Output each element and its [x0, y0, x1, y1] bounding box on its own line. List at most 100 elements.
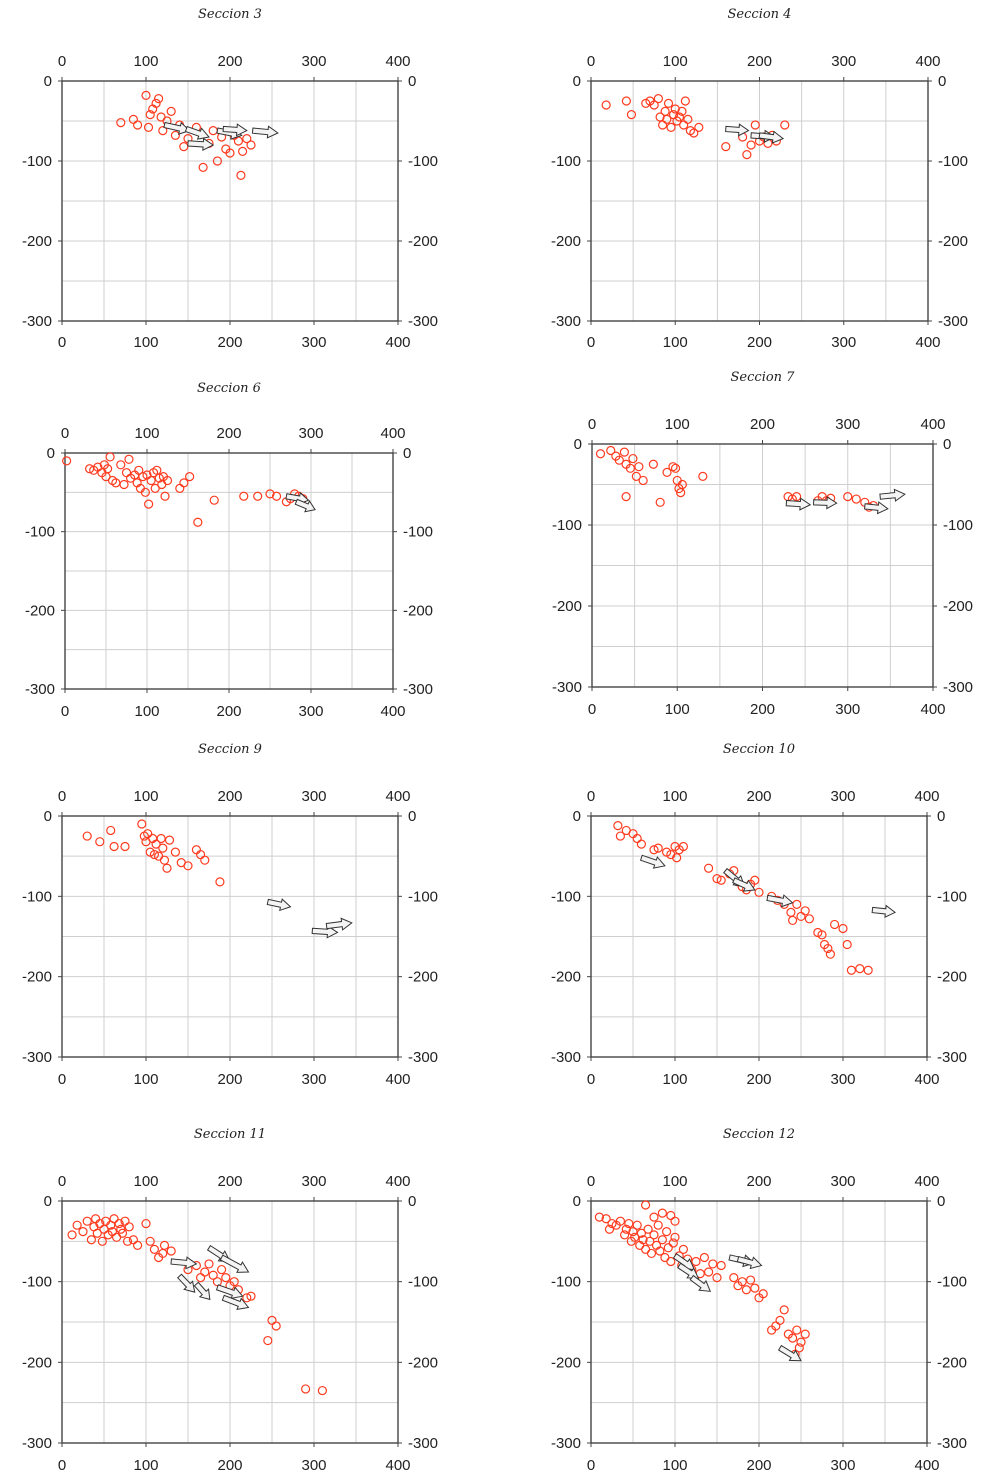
slip-vector-arrow: [879, 488, 906, 502]
hypocenter-point: [663, 98, 674, 109]
hypocenter-point: [225, 148, 235, 158]
y-tick-label-right: -200: [938, 233, 968, 250]
y-tick-label-left: -200: [551, 969, 581, 986]
y-tick-label-right: 0: [943, 436, 951, 453]
hypocenter-point: [703, 1267, 714, 1277]
hypocenter-point: [196, 1273, 206, 1283]
x-tick-label-top: 100: [133, 53, 158, 70]
panel-title: Seccion 11: [194, 1127, 266, 1142]
hypocenter-point: [674, 112, 685, 122]
x-tick-label-bottom: 300: [301, 1071, 326, 1088]
slip-vector-arrow: [758, 130, 785, 144]
hypocenter-point: [271, 1321, 281, 1331]
y-tick-label-left: 0: [574, 436, 582, 453]
y-tick-label-left: 0: [47, 445, 55, 462]
hypocenter-point: [838, 923, 848, 934]
y-tick-label-left: -100: [22, 1274, 52, 1291]
x-tick-label-bottom: 400: [914, 1457, 939, 1474]
x-tick-label-bottom: 0: [588, 701, 596, 718]
hypocenter-point: [134, 465, 144, 475]
y-tick-label-left: -200: [22, 1354, 52, 1371]
hypocenter-point: [800, 1329, 810, 1339]
x-tick-label-top: 200: [217, 1173, 242, 1190]
panel-title: Seccion 3: [198, 7, 262, 22]
hypocenter-point: [653, 1220, 663, 1230]
x-tick-label-bottom: 400: [385, 334, 410, 351]
slip-vector-arrow: [736, 1255, 763, 1270]
x-tick-label-top: 0: [58, 788, 66, 805]
hypocenter-point: [164, 835, 175, 845]
panel-title: Seccion 7: [731, 370, 796, 385]
hypocenter-point: [698, 471, 708, 481]
hypocenter-point: [253, 491, 263, 501]
hypocenter-point: [159, 855, 170, 865]
slip-vector-arrow: [689, 1274, 712, 1292]
hypocenter-point: [128, 114, 138, 125]
hypocenter-point: [208, 1270, 218, 1280]
hypocenter-point: [804, 914, 815, 924]
hypocenter-point: [156, 833, 166, 844]
x-tick-label-bottom: 400: [385, 1071, 410, 1088]
hypocenter-point: [607, 1218, 617, 1229]
x-tick-label-top: 100: [133, 788, 158, 805]
y-tick-label-left: -300: [22, 1049, 52, 1066]
grid: [591, 816, 927, 1057]
hypocenter-point: [236, 170, 246, 180]
hypocenter-point: [242, 1293, 252, 1303]
hypocenter-point: [829, 919, 840, 930]
hypocenter-point: [630, 1232, 640, 1242]
hypocenter-point: [666, 122, 676, 133]
y-tick-label-left: -100: [552, 517, 582, 534]
y-tick-label-left: 0: [573, 73, 581, 90]
y-tick-label-left: -100: [551, 888, 581, 905]
hypocenter-point: [82, 831, 92, 841]
y-tick-label-right: -200: [937, 1354, 967, 1371]
hypocenter-point: [792, 899, 802, 909]
x-tick-label-top: 100: [662, 788, 687, 805]
x-tick-label-top: 0: [587, 788, 595, 805]
panel-title: Seccion 9: [198, 742, 262, 757]
hypocenter-point: [663, 1243, 673, 1253]
hypocenter-point: [156, 112, 166, 122]
x-tick-label-bottom: 100: [134, 703, 159, 720]
x-tick-label-top: 200: [746, 1173, 771, 1190]
hypocenter-point: [72, 1220, 82, 1230]
slip-vectors: [163, 121, 279, 151]
hypocenter-points: [594, 1200, 810, 1359]
hypocenter-point: [680, 96, 690, 106]
hypocenter-point: [712, 874, 722, 884]
hypocenter-point: [843, 492, 853, 502]
hypocenter-point: [613, 821, 623, 831]
hypocenter-point: [655, 497, 665, 507]
hypocenter-point: [716, 875, 726, 885]
x-tick-label-top: 400: [380, 425, 405, 442]
slip-vectors: [285, 491, 316, 513]
hypocenter-point: [116, 1224, 126, 1234]
hypocenter-point: [594, 1212, 605, 1222]
x-tick-label-bottom: 100: [662, 1071, 687, 1088]
hypocenter-point: [661, 1227, 672, 1237]
x-tick-label-top: 400: [915, 53, 940, 70]
hypocenter-point: [117, 1228, 128, 1238]
x-tick-label-bottom: 200: [217, 1457, 242, 1474]
hypocenter-point: [648, 459, 658, 469]
x-tick-label-bottom: 200: [217, 334, 242, 351]
panel-title: Seccion 4: [728, 7, 792, 22]
y-tick-label-right: 0: [937, 1193, 945, 1210]
hypocenter-point: [746, 140, 756, 150]
hypocenter-point: [825, 949, 836, 959]
hypocenter-point: [660, 106, 670, 117]
y-tick-label-left: -300: [551, 313, 581, 330]
hypocenter-point: [121, 468, 132, 478]
hypocenter-point: [154, 93, 164, 104]
hypocenter-point: [133, 1240, 143, 1250]
hypocenter-point: [649, 845, 659, 855]
slip-vectors: [785, 488, 906, 515]
x-tick-label-top: 300: [830, 788, 855, 805]
x-tick-label-top: 0: [587, 1173, 595, 1190]
x-tick-label-top: 100: [133, 1173, 158, 1190]
hypocenter-point: [212, 1277, 222, 1287]
hypocenter-point: [683, 114, 693, 125]
